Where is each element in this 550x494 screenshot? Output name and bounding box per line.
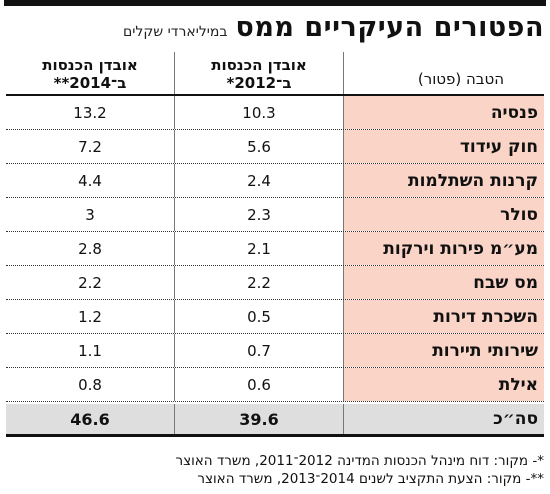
- row-value-2012: 2.4: [247, 171, 271, 190]
- row-value-2014: 1.1: [78, 341, 102, 360]
- row-value-2012: 2.3: [247, 205, 271, 224]
- row-name: שירותי תיירות: [344, 334, 544, 367]
- source-notes: *- מקור: דוח מינהל הכנסות המדינה 2012־20…: [6, 452, 544, 488]
- row-value-2012: 2.1: [247, 239, 271, 258]
- row-value-2014: 2.8: [78, 239, 102, 258]
- total-value-2014: 46.6: [70, 409, 110, 429]
- row-value-2014: 0.8: [78, 375, 102, 394]
- row-name: מס שבח: [344, 266, 544, 299]
- page-title: הפטורים העיקריים ממס: [235, 12, 544, 43]
- header-2014-line2: ב־2014**: [53, 74, 127, 92]
- table-row: מע״מ פירות וירקות 2.1 2.8: [6, 232, 544, 266]
- row-name: השכרת דירות: [344, 300, 544, 333]
- row-value-2012: 5.6: [247, 137, 271, 156]
- table-row: אילת 0.6 0.8: [6, 368, 544, 402]
- top-rule: [4, 0, 546, 6]
- row-value-2014: 1.2: [78, 307, 102, 326]
- table-row: קרנות השתלמות 2.4 4.4: [6, 164, 544, 198]
- table-row: חוק עידוד 5.6 7.2: [6, 130, 544, 164]
- header-2014: אובדן הכנסות ב־2014**: [6, 52, 174, 94]
- header-2012-line2: ב־2012*: [226, 74, 292, 92]
- row-value-2012: 2.2: [247, 273, 271, 292]
- row-value-2012: 0.7: [247, 341, 271, 360]
- page-subtitle: במיליארדי שקלים: [122, 24, 228, 40]
- row-value-2014: 7.2: [78, 137, 102, 156]
- row-name: אילת: [344, 368, 544, 401]
- row-value-2014: 3: [85, 205, 95, 224]
- row-name: סולר: [344, 198, 544, 231]
- row-value-2012: 0.6: [247, 375, 271, 394]
- row-value-2014: 2.2: [78, 273, 102, 292]
- table-row: פנסיה 10.3 13.2: [6, 96, 544, 130]
- row-name: פנסיה: [344, 96, 544, 129]
- source-note-2012: *- מקור: דוח מינהל הכנסות המדינה 2012־20…: [175, 453, 544, 469]
- header-2012: אובדן הכנסות ב־2012*: [174, 52, 344, 94]
- row-name: קרנות השתלמות: [344, 164, 544, 197]
- table-row: מס שבח 2.2 2.2: [6, 266, 544, 300]
- header-name: הטבה (פטור): [417, 70, 504, 88]
- total-value-2012: 39.6: [239, 409, 279, 429]
- row-name: מע״מ פירות וירקות: [344, 232, 544, 265]
- header: הפטורים העיקריים ממס במיליארדי שקלים: [6, 8, 544, 48]
- source-note-2014: **- מקור: הצעת התקציב לשנים 2014־2013, מ…: [197, 471, 544, 487]
- table-header: הטבה (פטור) אובדן הכנסות ב־2012* אובדן ה…: [6, 52, 544, 96]
- table-row: השכרת דירות 0.5 1.2: [6, 300, 544, 334]
- table-row: שירותי תיירות 0.7 1.1: [6, 334, 544, 368]
- row-value-2014: 13.2: [73, 103, 107, 122]
- row-value-2014: 4.4: [78, 171, 102, 190]
- total-row: סה״כ 39.6 46.6: [6, 404, 544, 437]
- total-label: סה״כ: [493, 409, 538, 429]
- row-value-2012: 0.5: [247, 307, 271, 326]
- table-body: פנסיה 10.3 13.2 חוק עידוד 5.6 7.2 קרנות …: [6, 96, 544, 402]
- row-value-2012: 10.3: [242, 103, 276, 122]
- row-name: חוק עידוד: [344, 130, 544, 163]
- header-2014-line1: אובדן הכנסות: [42, 56, 138, 74]
- header-2012-line1: אובדן הכנסות: [211, 56, 307, 74]
- exemptions-table: הטבה (פטור) אובדן הכנסות ב־2012* אובדן ה…: [6, 52, 544, 437]
- table-row: סולר 2.3 3: [6, 198, 544, 232]
